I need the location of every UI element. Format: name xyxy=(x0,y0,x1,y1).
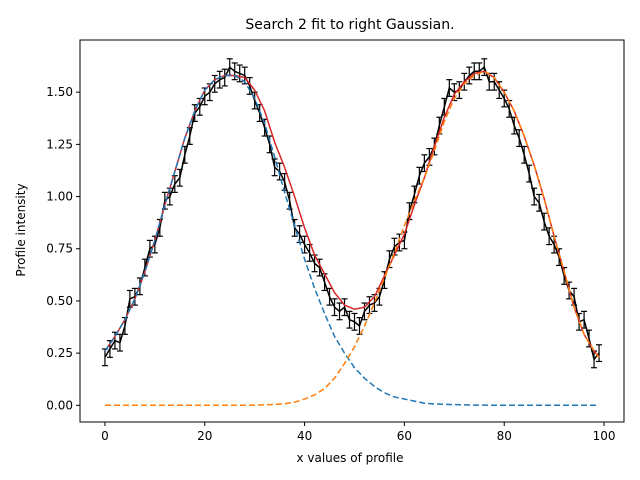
axes-frame xyxy=(79,39,625,423)
chart-title: Search 2 fit to right Gaussian. xyxy=(245,17,454,33)
y-tick-label: 0.25 xyxy=(46,346,73,360)
y-tick-label: 0.50 xyxy=(46,294,73,308)
x-axis-label: x values of profile xyxy=(296,451,403,465)
axes: 0 20 40 60 80 100 0.00 0.25 0.50 0.75 1.00 1.25 1.50 xyxy=(46,39,625,443)
component-2-dashed-line xyxy=(104,74,600,407)
data-line xyxy=(104,65,600,362)
y-tick-label: 1.50 xyxy=(46,85,73,99)
y-tick-label: 0.00 xyxy=(46,398,73,412)
x-tick-label: 20 xyxy=(197,429,212,443)
x-tick-label: 80 xyxy=(497,429,512,443)
y-tick-label: 1.25 xyxy=(46,137,73,151)
y-tick-label: 1.00 xyxy=(46,190,73,204)
x-tick-label: 100 xyxy=(593,429,616,443)
y-tick-label: 0.75 xyxy=(46,242,73,256)
component-3-dashed-line xyxy=(104,70,600,407)
y-axis-label: Profile intensity xyxy=(14,183,28,276)
x-tick-label: 60 xyxy=(397,429,412,443)
x-tick-label: 40 xyxy=(297,429,312,443)
x-tick-label: 0 xyxy=(101,429,109,443)
plot-area xyxy=(101,58,603,407)
